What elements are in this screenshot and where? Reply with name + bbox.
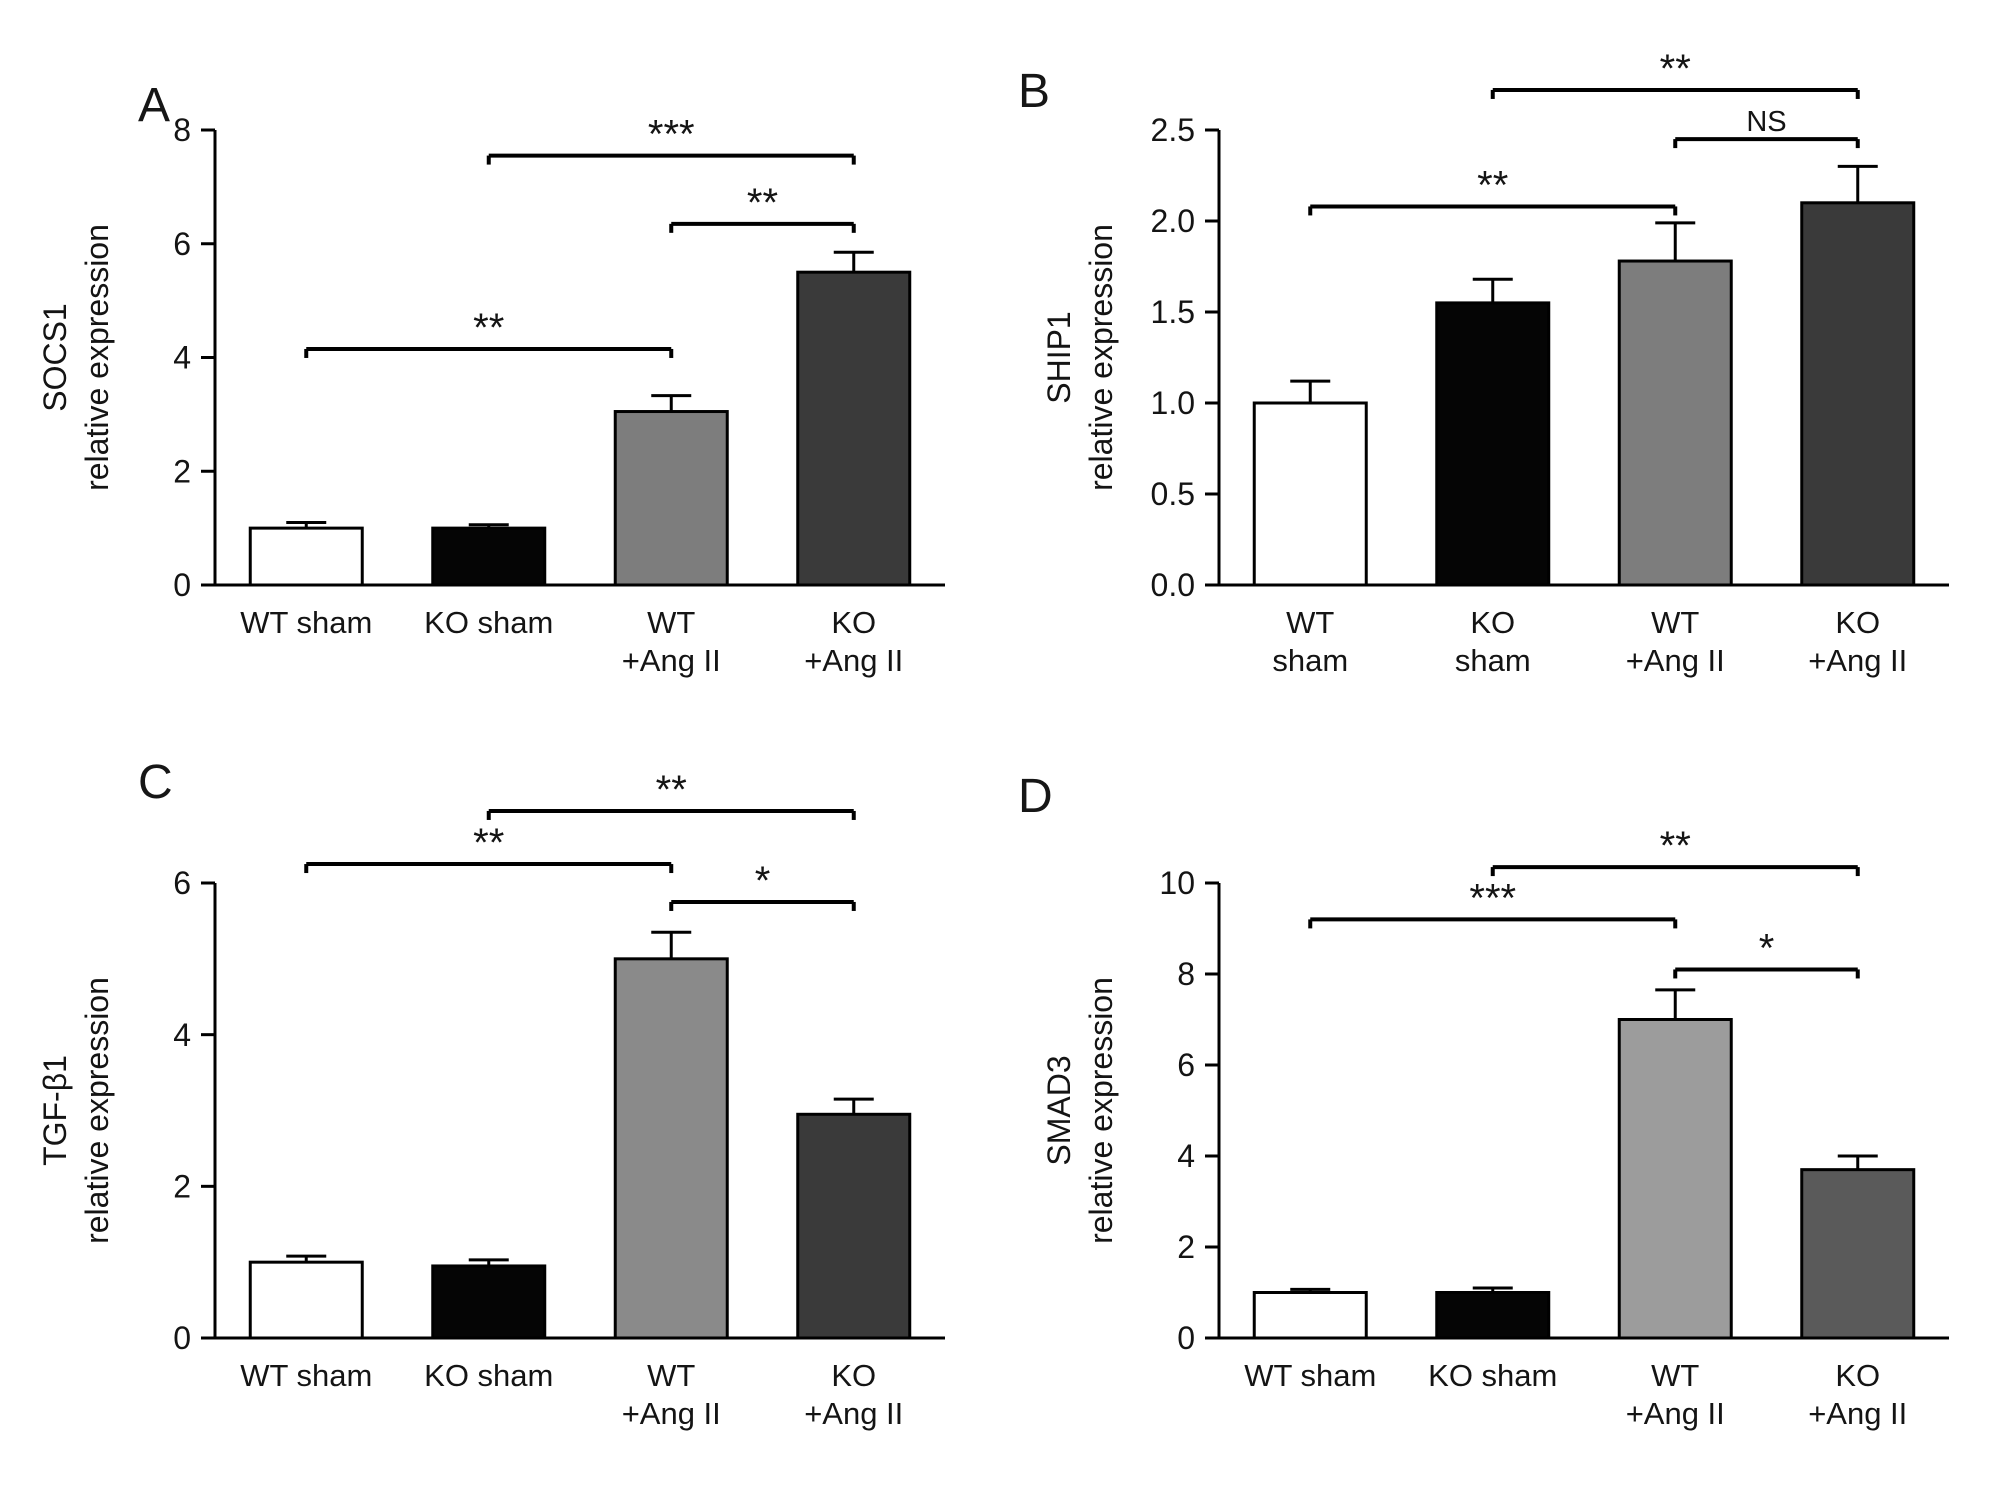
sig-label: **: [473, 306, 504, 350]
y-tick-label: 6: [173, 865, 191, 901]
panel-c-tgfb1: C 0 2 4 6 WT sham KO sham WT +Ang II KO +Ang II **…: [0, 753, 1004, 1506]
x-category-label: +Ang II: [1626, 643, 1725, 678]
bar: [1435, 1291, 1551, 1340]
y-axis-label-expression: relative expression: [1083, 977, 1119, 1244]
sig-label: ***: [648, 113, 695, 157]
panel-letter-d: D: [1018, 770, 1053, 823]
y-tick-label: 8: [173, 112, 191, 148]
bar: [248, 1260, 364, 1340]
x-category-label: +Ang II: [1626, 1396, 1725, 1431]
sig-label: **: [747, 181, 778, 225]
sig-label: **: [1660, 47, 1691, 91]
y-axis-label-expression: relative expression: [79, 224, 115, 491]
bar: [248, 526, 364, 587]
y-axis-label-expression: relative expression: [79, 977, 115, 1244]
panel-b-ship1: B 0.0 0.5 1.0 1.5 2.0 2.5 WT sham KO sham WT +Ang I…: [1004, 0, 2008, 753]
y-tick-label: 2.5: [1151, 112, 1195, 148]
y-tick-label: 0: [173, 1320, 191, 1356]
x-category-label: WT sham: [240, 1358, 372, 1393]
bar: [431, 1264, 547, 1340]
bar: [613, 410, 729, 587]
bar: [1800, 201, 1916, 587]
y-tick-label: 2: [1177, 1229, 1195, 1265]
panel-d-smad3: D 0 2 4 6 8 10 WT sham KO sham WT +Ang II KO +Ang I…: [1004, 753, 2008, 1506]
x-category-label: +Ang II: [804, 643, 903, 678]
x-category-label: KO: [831, 605, 876, 640]
x-category-label: KO sham: [1428, 1358, 1557, 1393]
y-tick-label: 0.5: [1151, 476, 1195, 512]
y-tick-label: 2.0: [1151, 203, 1195, 239]
x-category-label: +Ang II: [622, 643, 721, 678]
x-category-label: WT: [647, 605, 695, 640]
y-tick-label: 8: [1177, 956, 1195, 992]
x-category-label: +Ang II: [622, 1396, 721, 1431]
bar: [796, 1112, 912, 1340]
x-category-label: +Ang II: [1808, 643, 1907, 678]
y-tick-label: 4: [173, 340, 191, 376]
x-category-label: KO: [1835, 1358, 1880, 1393]
bar: [1252, 401, 1368, 587]
x-category-label: +Ang II: [804, 1396, 903, 1431]
x-category-label: WT: [1286, 605, 1334, 640]
y-tick-label: 0: [173, 567, 191, 603]
x-category-label: WT: [1651, 605, 1699, 640]
y-axis-label-gene: SHIP1: [1041, 311, 1077, 403]
y-tick-label: 4: [173, 1017, 191, 1053]
y-tick-label: 1.0: [1151, 385, 1195, 421]
sig-label: NS: [1746, 106, 1786, 138]
bar: [1800, 1168, 1916, 1340]
x-category-label: KO: [1470, 605, 1515, 640]
y-axis-label-gene: TGF-β1: [37, 1055, 73, 1166]
x-category-label: sham: [1272, 643, 1348, 678]
bar: [613, 957, 729, 1340]
bar: [796, 270, 912, 587]
sig-label: *: [755, 859, 771, 903]
x-category-label: WT: [647, 1358, 695, 1393]
x-category-label: WT sham: [240, 605, 372, 640]
y-tick-label: 0: [1177, 1320, 1195, 1356]
sig-label: ***: [1469, 876, 1516, 920]
y-tick-label: 1.5: [1151, 294, 1195, 330]
x-category-label: KO: [831, 1358, 876, 1393]
y-axis-label-gene: SOCS1: [37, 303, 73, 411]
x-category-label: sham: [1455, 643, 1531, 678]
sig-label: **: [1660, 824, 1691, 868]
x-category-label: WT sham: [1244, 1358, 1376, 1393]
x-category-label: KO: [1835, 605, 1880, 640]
y-tick-label: 6: [1177, 1047, 1195, 1083]
x-category-label: +Ang II: [1808, 1396, 1907, 1431]
panel-a-socs1: A 0 2 4 6 8 WT sham KO sham WT +Ang II KO +Ang II *…: [0, 0, 1004, 753]
bar: [431, 526, 547, 587]
y-tick-label: 0.0: [1151, 567, 1195, 603]
panel-letter-c: C: [138, 756, 173, 809]
y-tick-label: 2: [173, 1169, 191, 1205]
sig-label: *: [1759, 926, 1775, 970]
y-tick-label: 2: [173, 453, 191, 489]
y-tick-label: 10: [1159, 865, 1195, 901]
x-category-label: WT: [1651, 1358, 1699, 1393]
y-axis-label-expression: relative expression: [1083, 224, 1119, 491]
sig-label: **: [473, 821, 504, 865]
bar: [1435, 301, 1551, 587]
sig-label: **: [1477, 163, 1508, 207]
sig-label: **: [656, 768, 687, 812]
bar: [1617, 259, 1733, 587]
panel-letter-b: B: [1018, 65, 1051, 118]
y-tick-label: 6: [173, 226, 191, 262]
bar: [1617, 1018, 1733, 1340]
y-axis-label-gene: SMAD3: [1041, 1055, 1077, 1165]
y-tick-label: 4: [1177, 1138, 1195, 1174]
panel-letter-a: A: [138, 79, 171, 132]
x-category-label: KO sham: [424, 605, 553, 640]
bar: [1252, 1291, 1368, 1340]
x-category-label: KO sham: [424, 1358, 553, 1393]
